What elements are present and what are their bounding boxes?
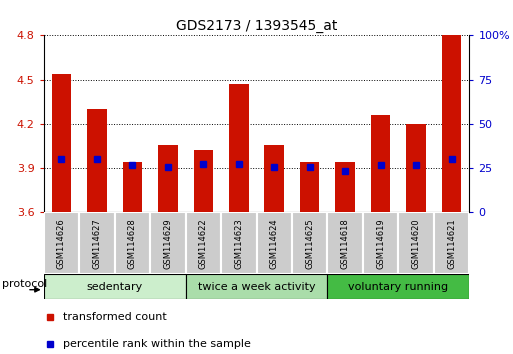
Text: protocol: protocol <box>2 279 47 289</box>
Bar <box>229 84 248 212</box>
Text: GSM114621: GSM114621 <box>447 218 456 269</box>
Text: GSM114619: GSM114619 <box>376 218 385 269</box>
Bar <box>123 162 142 212</box>
Bar <box>256 212 292 274</box>
Title: GDS2173 / 1393545_at: GDS2173 / 1393545_at <box>176 19 337 33</box>
Text: sedentary: sedentary <box>87 282 143 292</box>
Text: GSM114623: GSM114623 <box>234 218 243 269</box>
Bar <box>44 274 186 299</box>
Text: GSM114626: GSM114626 <box>57 218 66 269</box>
Text: GSM114627: GSM114627 <box>92 218 102 269</box>
Bar <box>300 162 320 212</box>
Bar <box>434 212 469 274</box>
Text: percentile rank within the sample: percentile rank within the sample <box>63 338 251 349</box>
Bar <box>114 212 150 274</box>
Text: transformed count: transformed count <box>63 312 167 322</box>
Text: GSM114629: GSM114629 <box>163 218 172 269</box>
Text: GSM114628: GSM114628 <box>128 218 137 269</box>
Bar <box>193 150 213 212</box>
Text: GSM114625: GSM114625 <box>305 218 314 269</box>
Text: voluntary running: voluntary running <box>348 282 448 292</box>
Bar <box>265 144 284 212</box>
Bar <box>327 274 469 299</box>
Bar <box>221 212 256 274</box>
Bar <box>79 212 114 274</box>
Bar <box>371 115 390 212</box>
Bar <box>186 274 327 299</box>
Bar <box>52 74 71 212</box>
Bar <box>292 212 327 274</box>
Text: GSM114624: GSM114624 <box>270 218 279 269</box>
Text: GSM114622: GSM114622 <box>199 218 208 269</box>
Bar <box>158 144 177 212</box>
Bar <box>336 162 355 212</box>
Text: GSM114620: GSM114620 <box>411 218 421 269</box>
Bar <box>186 212 221 274</box>
Bar <box>406 124 426 212</box>
Text: twice a week activity: twice a week activity <box>198 282 315 292</box>
Bar <box>442 35 461 212</box>
Bar <box>327 212 363 274</box>
Bar <box>399 212 434 274</box>
Bar <box>87 109 107 212</box>
Bar <box>363 212 399 274</box>
Text: GSM114618: GSM114618 <box>341 218 350 269</box>
Bar <box>150 212 186 274</box>
Bar <box>44 212 79 274</box>
